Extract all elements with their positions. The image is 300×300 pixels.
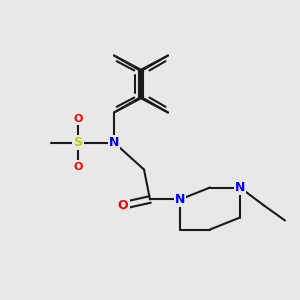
Text: N: N: [109, 136, 119, 149]
Text: N: N: [175, 193, 185, 206]
Text: O: O: [73, 161, 83, 172]
Text: N: N: [235, 181, 245, 194]
Text: O: O: [118, 199, 128, 212]
Text: O: O: [73, 113, 83, 124]
Text: S: S: [74, 136, 82, 149]
